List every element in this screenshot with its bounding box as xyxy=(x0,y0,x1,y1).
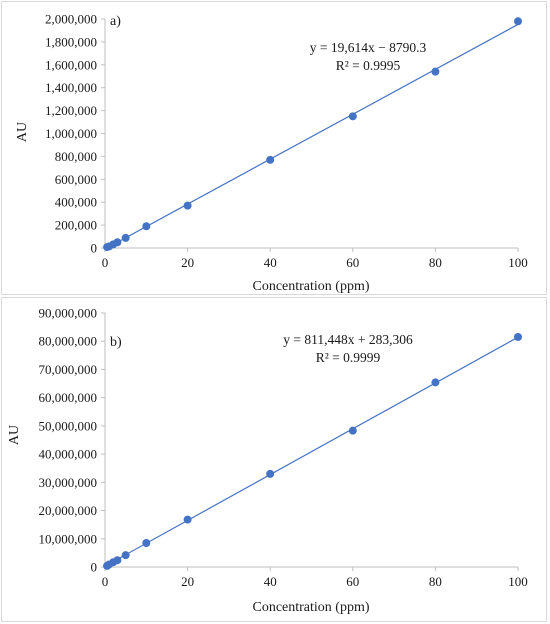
y-tick-label-a: 1,400,000 xyxy=(45,80,97,95)
y-tick-label-b: 70,000,000 xyxy=(39,362,98,377)
panel-label-b: b) xyxy=(110,335,122,350)
trendline-r2-b: R² = 0.9999 xyxy=(316,350,381,365)
trendline-r2-a: R² = 0.9995 xyxy=(336,58,401,73)
y-tick-label-b: 90,000,000 xyxy=(39,306,98,321)
trendline-equation-b: y = 811,448x + 283,306 xyxy=(283,332,413,347)
y-axis-label-a: AU xyxy=(15,122,30,142)
trendline-a xyxy=(106,23,519,249)
y-tick-label-a: 200,000 xyxy=(55,218,97,233)
x-tick-label-a: 60 xyxy=(346,255,359,270)
chart-b: b) Concentration (ppm) AU y = 811,448x +… xyxy=(7,306,528,616)
y-tick-label-a: 400,000 xyxy=(55,195,97,210)
y-axis-label-b: AU xyxy=(7,425,22,445)
y-tick-label-a: 1,200,000 xyxy=(45,103,97,118)
y-tick-label-a: 600,000 xyxy=(55,172,97,187)
y-tick-label-b: 50,000,000 xyxy=(39,418,98,433)
chart-panel-a: a) Concentration (ppm) AU y = 19,614x − … xyxy=(1,1,547,295)
data-point-a xyxy=(121,233,130,242)
x-tick-label-b: 0 xyxy=(102,574,109,589)
x-tick-label-b: 20 xyxy=(181,574,194,589)
data-point-b xyxy=(183,515,192,524)
data-point-a xyxy=(266,155,275,164)
data-point-b xyxy=(431,378,440,387)
data-point-a xyxy=(113,238,122,247)
x-tick-label-a: 100 xyxy=(508,255,528,270)
y-tick-label-b: 0 xyxy=(91,560,98,575)
data-point-b xyxy=(142,539,151,548)
trendline-b xyxy=(104,336,519,567)
data-point-a xyxy=(142,222,151,231)
x-tick-label-b: 60 xyxy=(346,574,359,589)
y-tick-label-b: 60,000,000 xyxy=(39,390,98,405)
x-tick-label-a: 20 xyxy=(181,255,194,270)
x-tick-label-a: 80 xyxy=(429,255,442,270)
y-tick-label-a: 0 xyxy=(91,241,98,256)
x-tick-label-b: 40 xyxy=(264,574,277,589)
y-tick-label-a: 1,800,000 xyxy=(45,34,97,49)
chart-a: a) Concentration (ppm) AU y = 19,614x − … xyxy=(15,12,528,295)
data-point-a xyxy=(183,201,192,210)
data-point-a xyxy=(348,112,357,121)
data-point-b xyxy=(514,332,522,341)
panel-label-a: a) xyxy=(110,14,121,29)
data-point-b xyxy=(348,426,357,435)
x-tick-label-a: 0 xyxy=(102,255,109,270)
y-tick-label-b: 10,000,000 xyxy=(39,531,98,546)
y-tick-label-a: 1,000,000 xyxy=(45,126,97,141)
x-axis-label-a: Concentration (ppm) xyxy=(252,279,369,294)
y-tick-label-a: 1,600,000 xyxy=(45,57,97,72)
chart-panel-b: b) Concentration (ppm) AU y = 811,448x +… xyxy=(1,297,547,622)
x-tick-label-b: 80 xyxy=(429,574,442,589)
x-tick-label-b: 100 xyxy=(508,574,528,589)
trendline-equation-a: y = 19,614x − 8790.3 xyxy=(310,40,427,55)
x-axis-label-b: Concentration (ppm) xyxy=(252,600,369,615)
y-tick-label-a: 2,000,000 xyxy=(45,12,97,27)
data-point-b xyxy=(121,551,130,560)
data-point-a xyxy=(514,17,522,26)
data-point-b xyxy=(113,556,122,565)
data-point-b xyxy=(266,469,275,478)
data-point-a xyxy=(431,67,440,76)
y-tick-label-a: 800,000 xyxy=(55,149,97,164)
y-tick-label-b: 20,000,000 xyxy=(39,503,98,518)
y-tick-label-b: 40,000,000 xyxy=(39,447,98,462)
x-tick-label-a: 40 xyxy=(264,255,277,270)
y-tick-label-b: 30,000,000 xyxy=(39,475,98,490)
y-tick-label-b: 80,000,000 xyxy=(39,334,98,349)
